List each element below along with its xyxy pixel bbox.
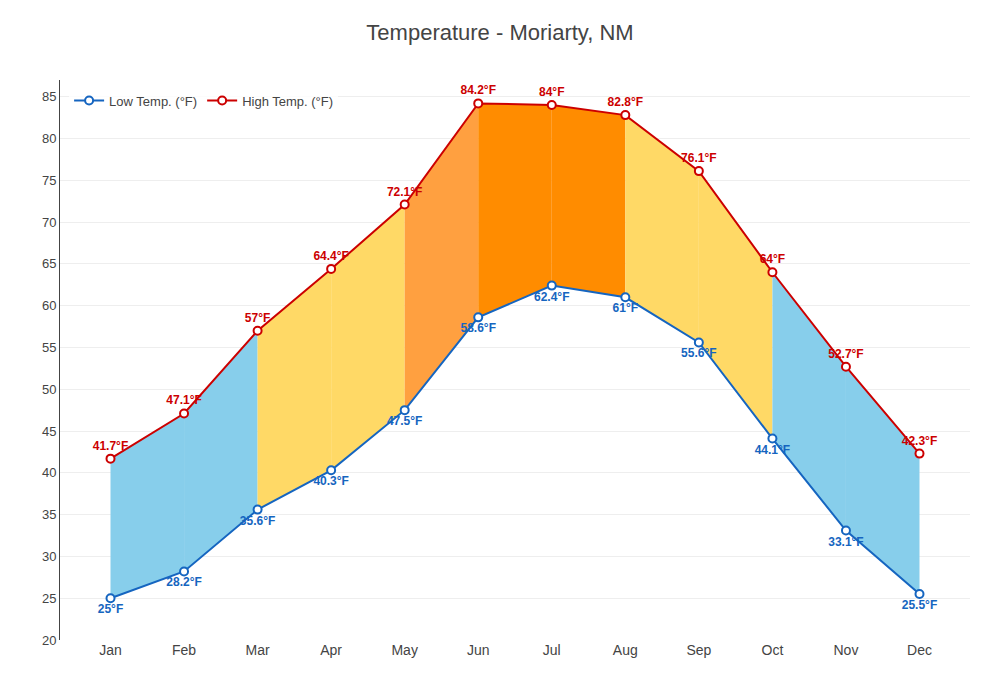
svg-text:84°F: 84°F xyxy=(539,85,564,99)
svg-text:High Temp. (°F): High Temp. (°F) xyxy=(242,94,333,109)
svg-text:25: 25 xyxy=(42,591,56,606)
svg-text:Mar: Mar xyxy=(246,642,270,658)
svg-text:Sep: Sep xyxy=(686,642,711,658)
svg-text:47.5°F: 47.5°F xyxy=(387,414,422,428)
svg-text:60: 60 xyxy=(42,298,56,313)
svg-text:80: 80 xyxy=(42,131,56,146)
svg-text:85: 85 xyxy=(42,89,56,104)
svg-text:Dec: Dec xyxy=(907,642,932,658)
svg-text:61°F: 61°F xyxy=(613,301,638,315)
svg-text:62.4°F: 62.4°F xyxy=(534,290,569,304)
svg-text:55: 55 xyxy=(42,340,56,355)
svg-text:35: 35 xyxy=(42,507,56,522)
svg-text:75: 75 xyxy=(42,173,56,188)
svg-text:44.1°F: 44.1°F xyxy=(755,443,790,457)
svg-text:25.5°F: 25.5°F xyxy=(902,598,937,612)
svg-text:41.7°F: 41.7°F xyxy=(93,439,128,453)
svg-text:Temperature - Moriarty, NM: Temperature - Moriarty, NM xyxy=(366,20,633,45)
svg-text:57°F: 57°F xyxy=(245,311,270,325)
svg-text:45: 45 xyxy=(42,424,56,439)
svg-text:82.8°F: 82.8°F xyxy=(608,95,643,109)
svg-text:84.2°F: 84.2°F xyxy=(460,83,495,97)
svg-text:72.1°F: 72.1°F xyxy=(387,185,422,199)
svg-text:20: 20 xyxy=(42,633,56,648)
svg-text:64.4°F: 64.4°F xyxy=(313,249,348,263)
svg-text:Aug: Aug xyxy=(613,642,638,658)
svg-text:Jun: Jun xyxy=(467,642,490,658)
svg-text:40: 40 xyxy=(42,465,56,480)
svg-text:Oct: Oct xyxy=(762,642,784,658)
svg-text:70: 70 xyxy=(42,215,56,230)
svg-text:28.2°F: 28.2°F xyxy=(166,575,201,589)
svg-text:Nov: Nov xyxy=(833,642,858,658)
svg-text:76.1°F: 76.1°F xyxy=(681,151,716,165)
svg-text:Jul: Jul xyxy=(543,642,561,658)
svg-text:50: 50 xyxy=(42,382,56,397)
svg-text:42.3°F: 42.3°F xyxy=(902,434,937,448)
svg-text:64°F: 64°F xyxy=(760,252,785,266)
svg-text:Jan: Jan xyxy=(99,642,122,658)
svg-text:47.1°F: 47.1°F xyxy=(166,393,201,407)
svg-text:65: 65 xyxy=(42,256,56,271)
svg-text:25°F: 25°F xyxy=(98,602,123,616)
svg-text:58.6°F: 58.6°F xyxy=(460,321,495,335)
svg-text:52.7°F: 52.7°F xyxy=(828,347,863,361)
svg-text:55.6°F: 55.6°F xyxy=(681,346,716,360)
svg-text:Low Temp. (°F): Low Temp. (°F) xyxy=(109,94,197,109)
svg-text:35.6°F: 35.6°F xyxy=(240,514,275,528)
svg-text:Feb: Feb xyxy=(172,642,196,658)
svg-text:40.3°F: 40.3°F xyxy=(313,474,348,488)
svg-text:33.1°F: 33.1°F xyxy=(828,535,863,549)
svg-text:May: May xyxy=(391,642,417,658)
svg-text:30: 30 xyxy=(42,549,56,564)
svg-text:Apr: Apr xyxy=(320,642,342,658)
